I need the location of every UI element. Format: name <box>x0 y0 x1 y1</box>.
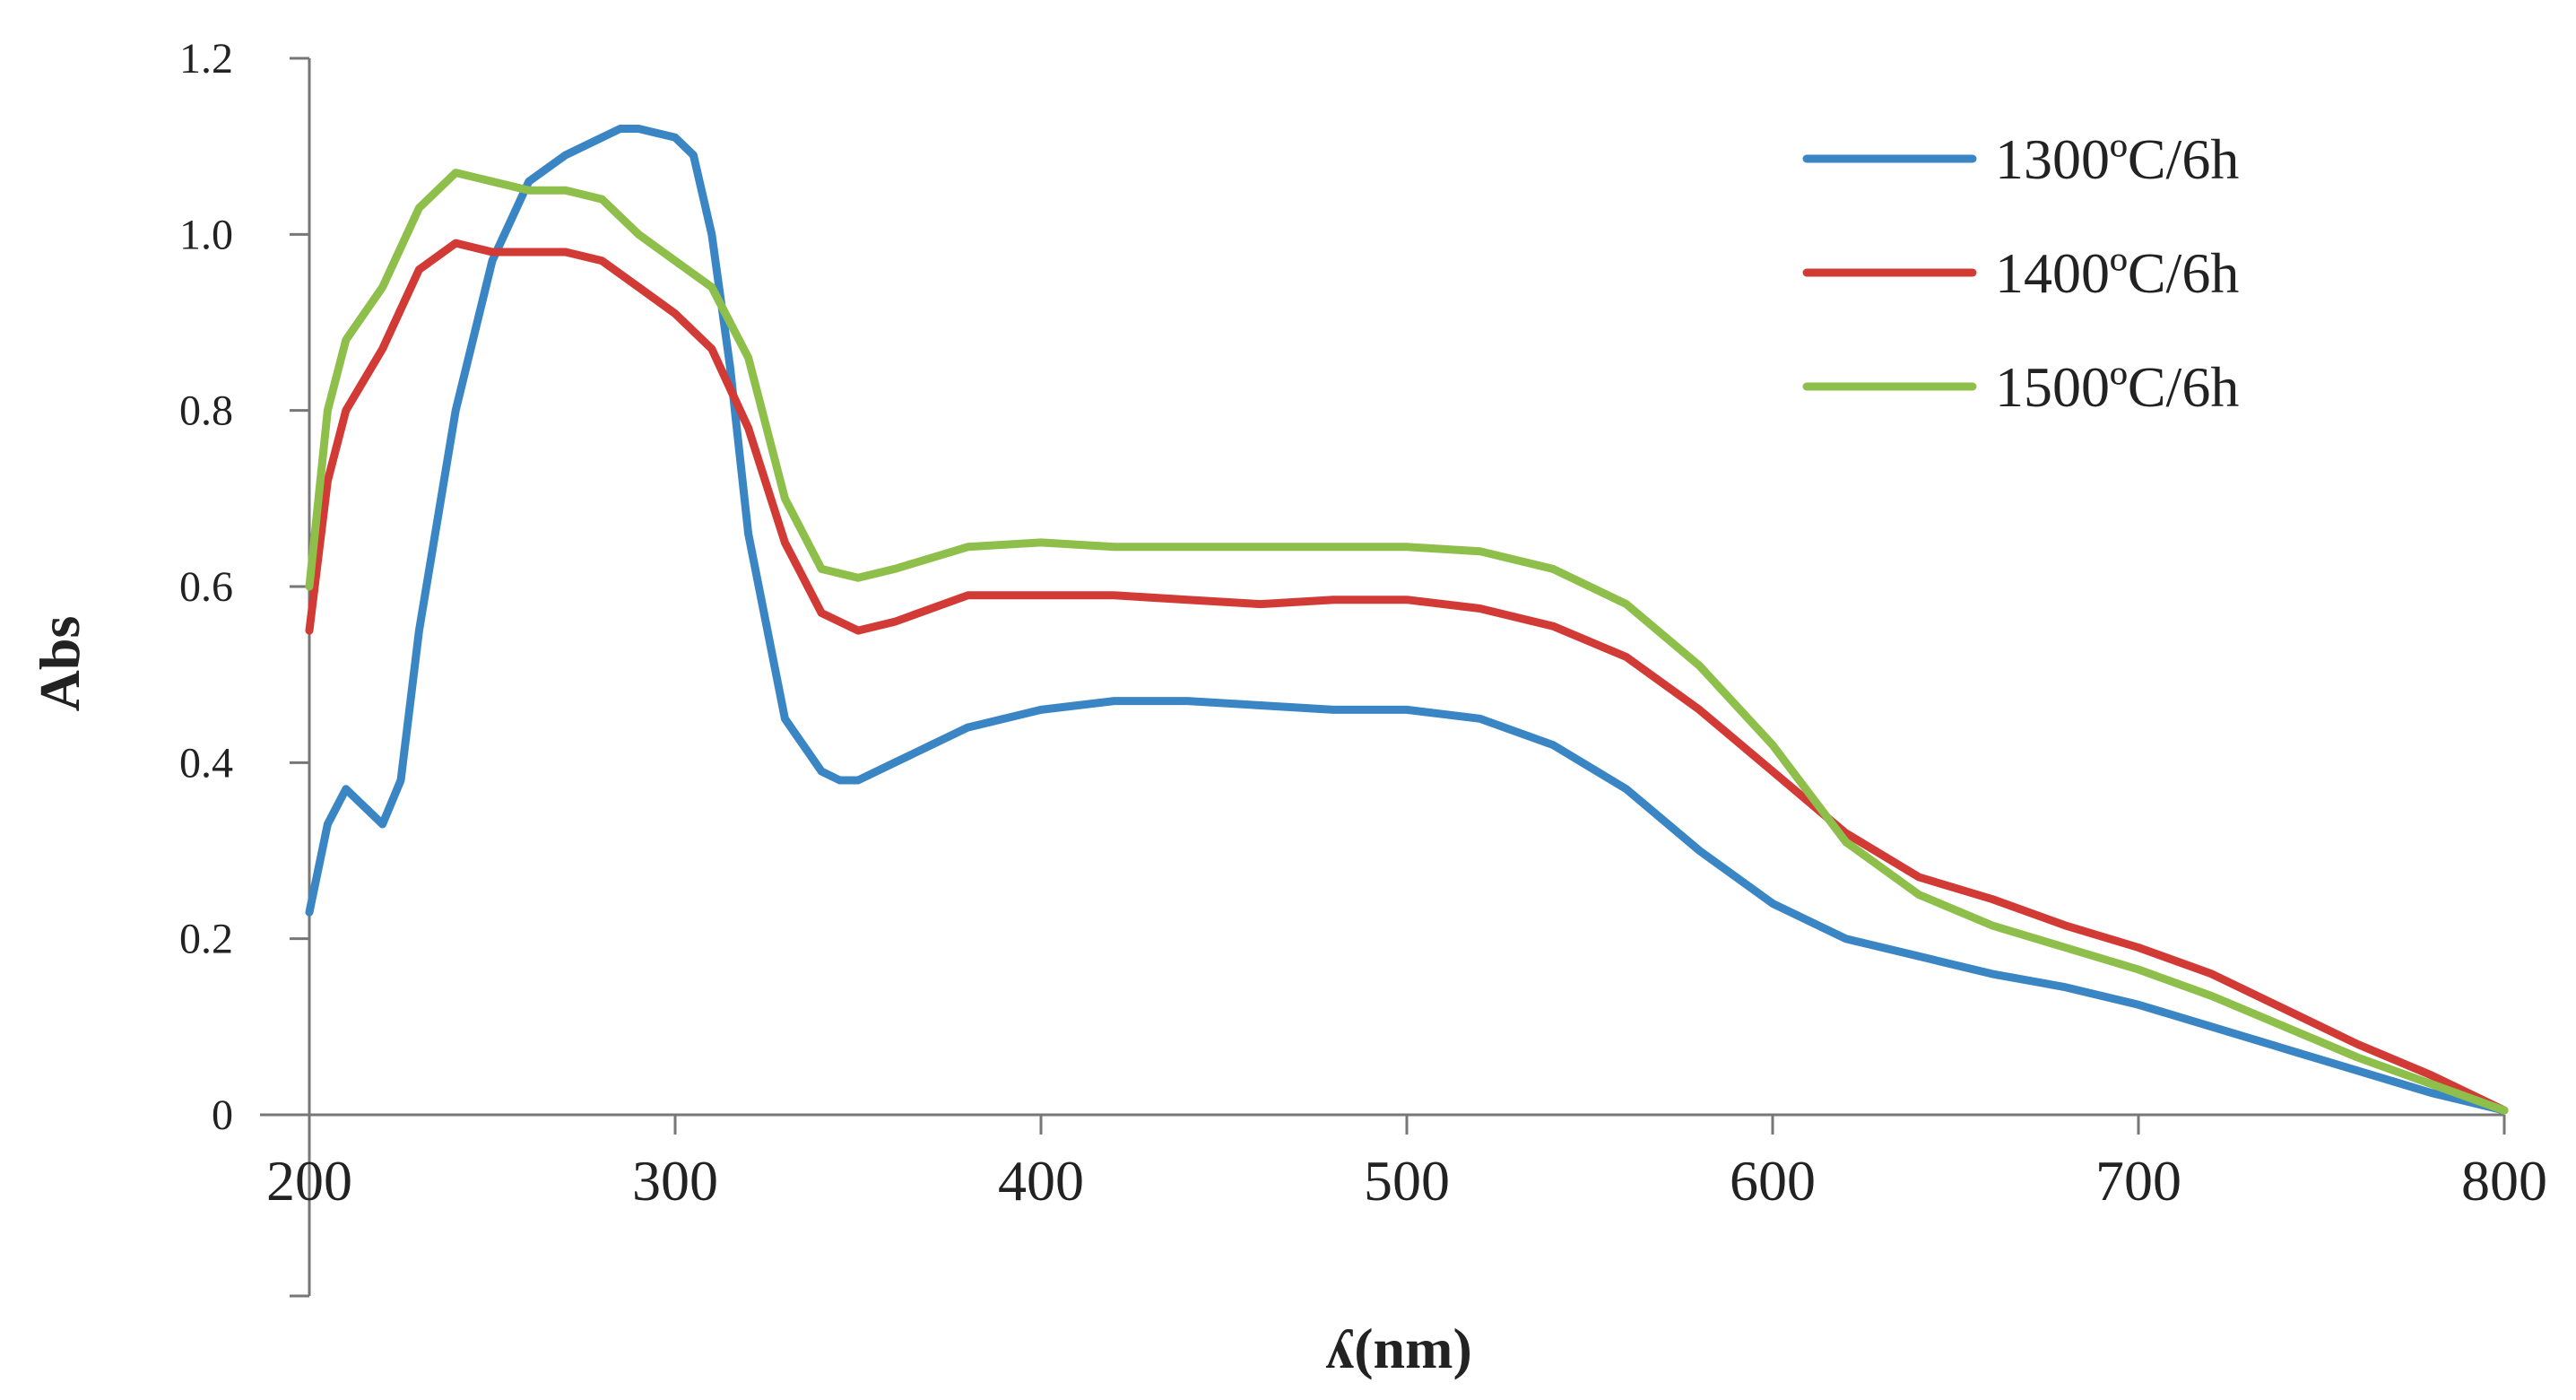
series-line-3 <box>305 169 2509 1115</box>
y-tick-label: 0.8 <box>179 387 233 435</box>
x-tick-label: 700 <box>2095 1149 2181 1213</box>
series-line-2 <box>305 239 2509 1115</box>
legend-label-3: 1500ºC/6h <box>1995 355 2239 419</box>
x-tick-label: 200 <box>266 1149 352 1213</box>
x-axis-title: ʎ(nm) <box>1325 1317 1472 1380</box>
x-tick-label: 800 <box>2461 1149 2547 1213</box>
legend: 1300ºC/6h 1400ºC/6h 1500ºC/6h <box>1802 127 2239 419</box>
x-tick-label: 400 <box>998 1149 1084 1213</box>
legend-label-1: 1300ºC/6h <box>1995 127 2239 191</box>
x-axis: 200 300 400 500 600 700 800 <box>260 1113 2547 1213</box>
y-tick-label: 0.6 <box>179 563 233 611</box>
x-tick-label: 500 <box>1364 1149 1450 1213</box>
series-line-1 <box>305 125 2509 1115</box>
legend-label-2: 1400ºC/6h <box>1995 241 2239 305</box>
y-axis: 0 0.2 0.4 0.6 0.8 1.0 1.2 <box>179 35 311 1298</box>
x-tick-label: 300 <box>632 1149 718 1213</box>
plot-series <box>305 125 2509 1115</box>
y-axis-title: Abs <box>28 616 91 712</box>
y-tick-label: 0 <box>212 1091 233 1139</box>
x-tick-label: 600 <box>1730 1149 1816 1213</box>
y-tick-label: 0.4 <box>179 739 233 787</box>
y-tick-label: 1.2 <box>179 35 233 83</box>
y-tick-label: 0.2 <box>179 916 233 963</box>
y-tick-label: 1.0 <box>179 211 233 258</box>
